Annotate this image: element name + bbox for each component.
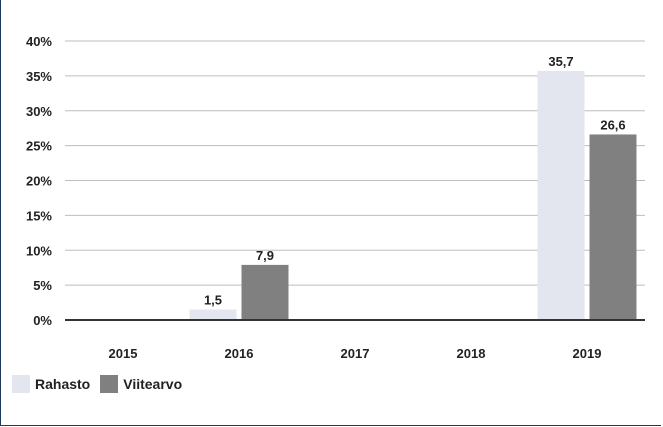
y-tick-label: 35% — [26, 69, 52, 84]
y-tick-label: 0% — [33, 313, 52, 328]
data-label: 1,5 — [204, 293, 222, 308]
x-tick-label: 2018 — [457, 346, 486, 361]
y-tick-label: 40% — [26, 34, 52, 49]
legend: Rahasto Viitearvo — [12, 375, 192, 393]
legend-swatch-viitearvo — [100, 375, 119, 393]
x-tick-label: 2016 — [225, 346, 254, 361]
legend-item-rahasto: Rahasto — [12, 375, 90, 393]
legend-label-viitearvo: Viitearvo — [123, 376, 183, 392]
legend-swatch-rahasto — [12, 375, 30, 393]
legend-item-viitearvo: Viitearvo — [100, 375, 182, 393]
y-tick-label: 30% — [26, 104, 52, 119]
y-tick-label: 20% — [26, 174, 52, 189]
bar-rahasto-2019 — [537, 70, 585, 321]
legend-label-rahasto: Rahasto — [35, 376, 91, 392]
x-tick-label: 2019 — [573, 346, 602, 361]
data-label: 7,9 — [256, 248, 274, 263]
x-tick-label: 2017 — [341, 346, 370, 361]
y-tick-label: 5% — [33, 278, 52, 293]
y-tick-label: 10% — [26, 243, 52, 258]
bar-viitearvo-2016 — [241, 264, 289, 320]
bar-chart: 0% 5% 10% 15% 20% 25% 30% 35% 40% 2015 1,5 7,9 2016 2… — [26, 34, 645, 361]
bar-rahasto-2016 — [189, 309, 237, 320]
y-tick-label: 15% — [26, 208, 52, 223]
x-tick-label: 2015 — [109, 346, 138, 361]
y-tick-label: 25% — [26, 139, 52, 154]
data-label: 26,6 — [600, 117, 625, 132]
bar-viitearvo-2019 — [589, 134, 637, 320]
data-label: 35,7 — [548, 54, 573, 69]
